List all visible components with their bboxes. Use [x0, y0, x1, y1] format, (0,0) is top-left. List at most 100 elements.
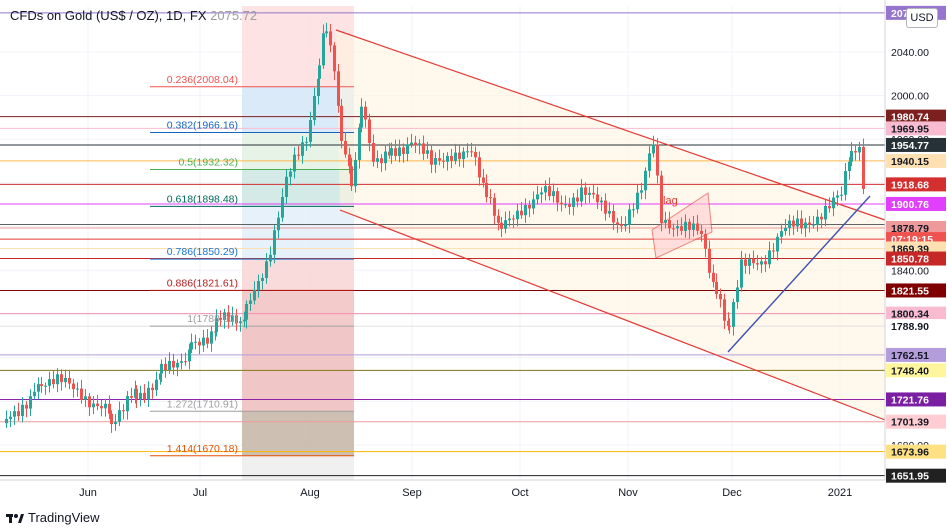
candle-body	[512, 218, 515, 220]
candle-body	[508, 218, 511, 221]
candle-body	[768, 250, 771, 265]
candle-body	[33, 391, 36, 397]
candle-body	[406, 144, 409, 154]
candle-body	[426, 150, 429, 154]
candle-body	[528, 204, 531, 209]
price-level-tag	[886, 137, 946, 152]
candle-body	[301, 142, 304, 156]
candle-body	[235, 315, 238, 324]
candle-body	[608, 211, 611, 214]
candle-body	[560, 202, 563, 205]
price-level-tag-label: 1878.79	[891, 223, 929, 235]
candle-body	[624, 224, 627, 227]
candle-body	[500, 222, 503, 229]
candle-body	[360, 106, 363, 128]
candle-body	[584, 187, 587, 195]
candle-body	[261, 277, 264, 281]
candle-body	[88, 396, 91, 408]
candle-body	[151, 387, 154, 391]
candle-body	[700, 230, 703, 234]
candle-body	[756, 263, 759, 265]
price-level-tag-label: 1940.15	[891, 156, 929, 168]
candle-body	[612, 211, 615, 223]
candle-body	[668, 219, 671, 229]
time-tick-label: Oct	[511, 487, 528, 499]
candle-body	[660, 175, 663, 223]
candle-body	[422, 143, 425, 154]
candle-body	[273, 230, 276, 255]
candle-body	[176, 362, 179, 368]
candle-body	[269, 254, 272, 262]
candle-body	[640, 190, 643, 193]
price-level-tag	[886, 121, 946, 136]
candle-body	[620, 224, 623, 227]
symbol-name: CFDs on Gold (US$ / OZ), 1D, FX	[10, 8, 207, 23]
candle-body	[544, 186, 547, 193]
candle-body	[60, 374, 63, 383]
time-tick-label: Dec	[722, 487, 742, 499]
candle-body	[760, 261, 763, 265]
candle-body	[114, 421, 117, 425]
candle-body	[644, 170, 647, 191]
candle-body	[632, 209, 635, 211]
ohlc-value: 2075.72	[210, 8, 258, 23]
candle-body	[580, 187, 583, 202]
fib-label: 0.886(1821.61)	[167, 277, 238, 289]
candle-body	[110, 413, 113, 425]
candle-body	[325, 31, 328, 34]
price-level-tag-label: 1788.90	[891, 321, 929, 333]
candle-body	[281, 197, 284, 218]
price-level-tag-label: 1969.95	[891, 123, 929, 135]
candle-body	[322, 33, 325, 66]
candle-body	[410, 142, 413, 145]
candle-body	[265, 261, 268, 278]
candle-body	[388, 151, 391, 156]
candle-body	[740, 259, 743, 288]
candle-body	[56, 374, 59, 385]
tradingview-brand[interactable]: TradingView	[6, 510, 100, 525]
fib-zone	[242, 169, 354, 207]
candle-body	[194, 341, 197, 343]
candle-body	[564, 204, 567, 206]
tradingview-logo-icon	[6, 512, 24, 524]
candle-body	[656, 144, 659, 176]
candle-body	[202, 337, 205, 346]
candle-body	[788, 220, 791, 228]
price-level-tag	[886, 347, 946, 362]
price-level-tag	[886, 306, 946, 321]
candle-body	[364, 106, 367, 120]
candle-body	[44, 385, 47, 387]
candle-body	[130, 396, 133, 398]
candle-body	[285, 176, 288, 198]
channel-lower-line	[339, 209, 886, 421]
candle-body	[297, 154, 300, 156]
candle-body	[337, 71, 340, 106]
candle-body	[824, 206, 827, 220]
fib-label: 1.272(1710.91)	[167, 398, 238, 410]
candle-body	[466, 151, 469, 153]
candle-body	[862, 146, 865, 189]
currency-button[interactable]: USD	[906, 8, 938, 28]
candle-body	[390, 148, 393, 156]
candle-body	[728, 325, 731, 327]
candle-body	[245, 303, 248, 320]
candle-body	[748, 258, 751, 266]
price-level-tag-label: 1721.76	[891, 394, 929, 406]
candle-body	[143, 392, 146, 400]
price-level-tag	[886, 177, 946, 192]
candle-body	[243, 319, 246, 322]
price-level-tag	[886, 153, 946, 168]
candle-body	[430, 150, 433, 165]
candle-body	[520, 210, 523, 216]
candle-body	[227, 312, 230, 322]
candle-body	[450, 155, 453, 161]
candle-body	[504, 220, 507, 229]
candle-body	[836, 195, 839, 198]
candle-body	[556, 191, 559, 203]
candle-body	[832, 197, 835, 209]
candle-body	[253, 289, 256, 301]
candle-body	[712, 272, 715, 282]
candle-body	[692, 223, 695, 230]
candle-body	[318, 65, 321, 79]
